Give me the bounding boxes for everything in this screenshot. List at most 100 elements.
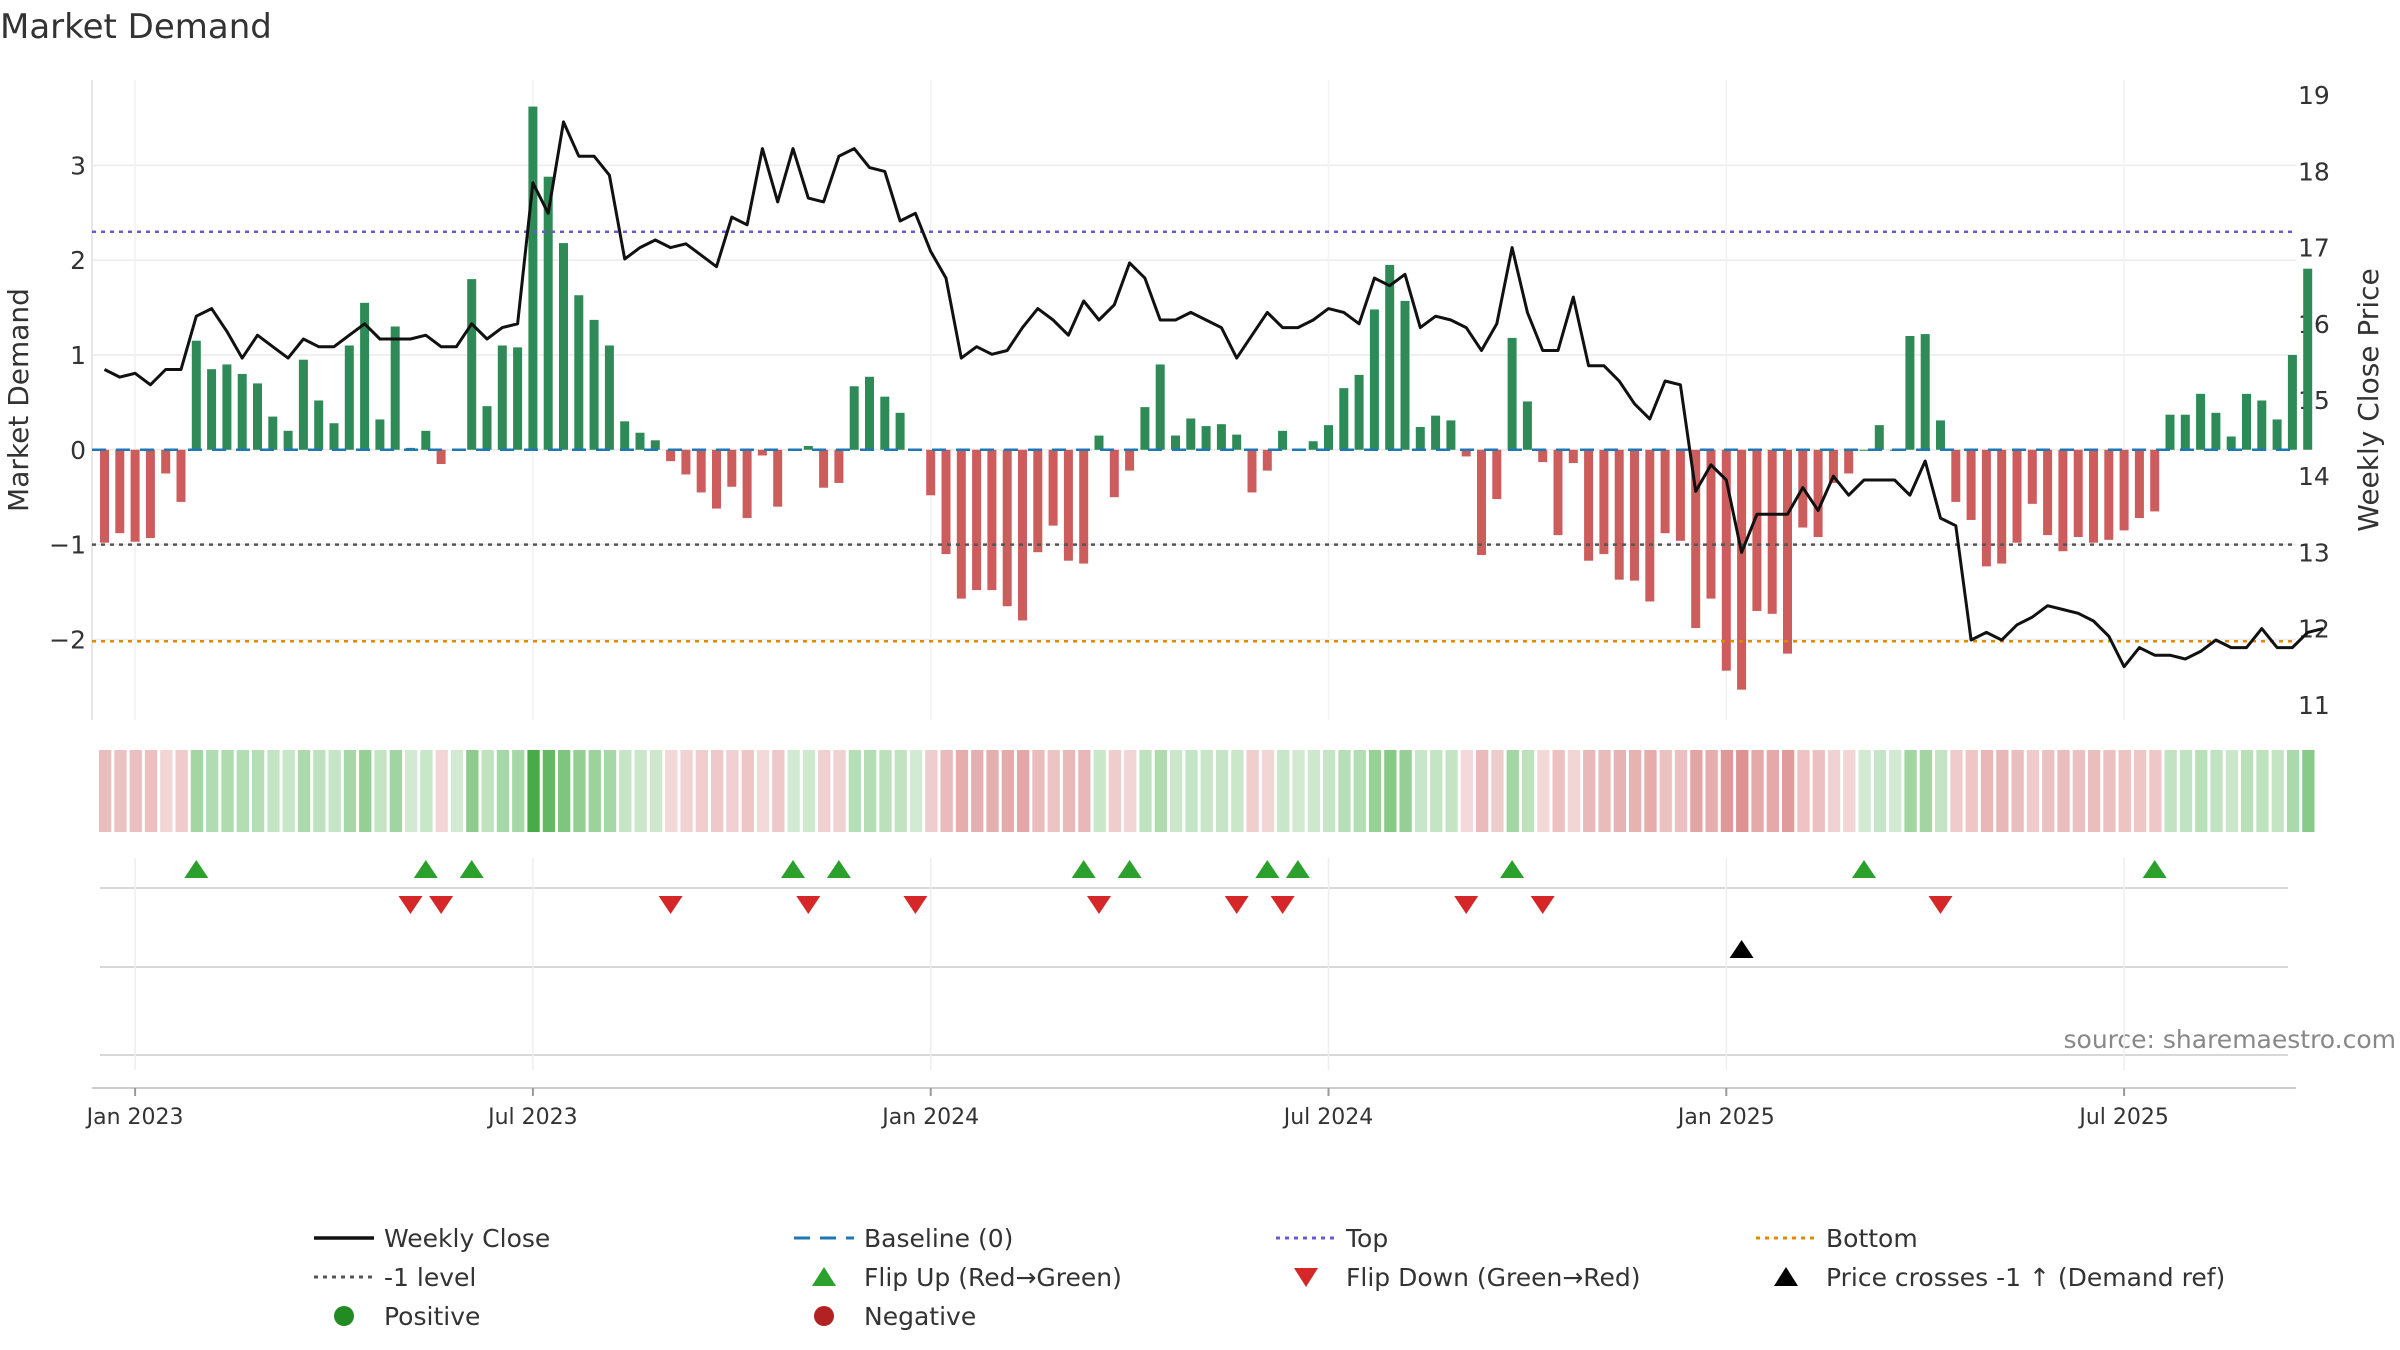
demand-bar (1324, 425, 1333, 450)
heat-strip-cell (1644, 750, 1657, 832)
demand-bar (222, 364, 232, 450)
y-left-tick-label: −1 (49, 531, 86, 560)
heat-strip-cell (1078, 750, 1091, 832)
demand-bar (513, 347, 523, 450)
heat-strip-cell (1797, 750, 1810, 832)
demand-bar (1966, 449, 1976, 520)
demand-bar (253, 383, 262, 450)
demand-bar (2043, 449, 2053, 536)
demand-bar (1369, 309, 1379, 450)
demand-bar (1783, 449, 1792, 654)
demand-bar (1018, 449, 1027, 621)
demand-bar (1079, 449, 1089, 564)
heat-strip-cell (2256, 750, 2269, 832)
heat-strip-cell (1919, 750, 1932, 832)
flip-down-marker (796, 896, 821, 914)
flip-up-marker (1071, 860, 1096, 878)
demand-bar (2242, 393, 2251, 450)
flip-up-marker (184, 860, 209, 878)
flip-up-marker (413, 860, 438, 878)
demand-bar (1767, 449, 1777, 614)
demand-bar (176, 449, 186, 502)
heat-strip-cell (343, 750, 357, 832)
heat-strip-cell (1460, 750, 1473, 832)
demand-bar (2287, 354, 2297, 450)
x-tick-label: Jul 2023 (486, 1105, 578, 1130)
y-right-tick-label: 13 (2298, 538, 2330, 567)
heat-strip-cell (894, 750, 907, 832)
heat-strip-cell (420, 750, 433, 832)
heat-strip-cell (1613, 750, 1626, 832)
heat-strip-cell (1674, 750, 1688, 832)
demand-bar (589, 319, 599, 450)
heat-strip-cell (1414, 750, 1428, 832)
heat-strip-cell (99, 750, 112, 832)
demand-bar (2104, 449, 2114, 540)
demand-bar (2027, 449, 2037, 504)
demand-bar (1431, 415, 1441, 450)
heat-strip-cell (1736, 750, 1749, 832)
heat-strip-cell (588, 750, 601, 832)
heat-strip-cell (756, 750, 770, 832)
demand-bar (1140, 407, 1150, 450)
y-right-tick-label: 17 (2298, 234, 2330, 263)
heat-strip-cell (2271, 750, 2284, 832)
heat-strip-cell (1659, 750, 1672, 832)
demand-bar (1553, 449, 1563, 536)
heat-strip-cell (267, 750, 280, 832)
heat-strip-cell (1537, 750, 1550, 832)
legend-label: Flip Up (Red→Green) (864, 1263, 1122, 1292)
heat-strip-cell (2057, 750, 2070, 832)
weekly-close-line (103, 120, 2324, 669)
demand-bar (482, 406, 492, 450)
demand-bar (1507, 337, 1517, 450)
demand-bar (1859, 449, 1869, 451)
y-right-tick-label: 16 (2298, 310, 2330, 339)
heat-strip-cell (741, 750, 754, 832)
demand-bar (2180, 414, 2190, 450)
demand-bar (1813, 449, 1823, 538)
heat-strip-cell (450, 750, 464, 832)
heat-strip-cell (1690, 750, 1703, 832)
demand-bar (650, 440, 660, 450)
heat-strip-cell (1323, 750, 1336, 832)
demand-bar (1094, 435, 1104, 450)
y-left-tick-label: 2 (70, 246, 86, 275)
heat-strip-cell (1858, 750, 1871, 832)
heat-strip-cell (1399, 750, 1412, 832)
y-left-tick-label: 1 (70, 341, 86, 370)
demand-bar (742, 449, 752, 519)
legend-label: -1 level (384, 1263, 476, 1292)
flip-up-marker (781, 860, 805, 878)
heat-strip-cell (1261, 750, 1275, 832)
demand-bar (130, 449, 140, 542)
demand-bar (1125, 449, 1135, 471)
heat-strip-cell (1062, 750, 1076, 832)
heat-strip-cell (1215, 750, 1229, 832)
heat-strip-cell (1996, 750, 2009, 832)
legend-label: Top (1345, 1224, 1388, 1253)
heat-strip-cell (1567, 750, 1581, 832)
y-right-tick-label: 11 (2298, 691, 2330, 720)
price-cross-marker (1729, 940, 1754, 958)
flip-down-marker (1224, 896, 1249, 914)
heat-strip-cell (1170, 750, 1183, 832)
flip-down-marker (1270, 896, 1295, 914)
heat-strip-cell (1766, 750, 1779, 832)
demand-bar (2150, 449, 2160, 512)
heat-strip-cell (619, 750, 632, 832)
demand-bar (1155, 364, 1165, 450)
heat-strip-cell (1980, 750, 1994, 832)
flip-up-marker (1117, 860, 1142, 878)
heat-strip-cell (711, 750, 724, 832)
legend-item: Price crosses -1 ↑ (Demand ref) (1774, 1263, 2225, 1292)
demand-bar (1630, 449, 1639, 581)
demand-bar (2257, 400, 2267, 450)
heat-strip-cell (1950, 750, 1963, 832)
demand-bar (1048, 449, 1058, 526)
flip-up-marker (826, 860, 851, 878)
demand-bar (1216, 424, 1226, 450)
demand-bar (1186, 418, 1196, 450)
heat-strip-cell (695, 750, 708, 832)
flip-down-marker (1928, 896, 1953, 914)
